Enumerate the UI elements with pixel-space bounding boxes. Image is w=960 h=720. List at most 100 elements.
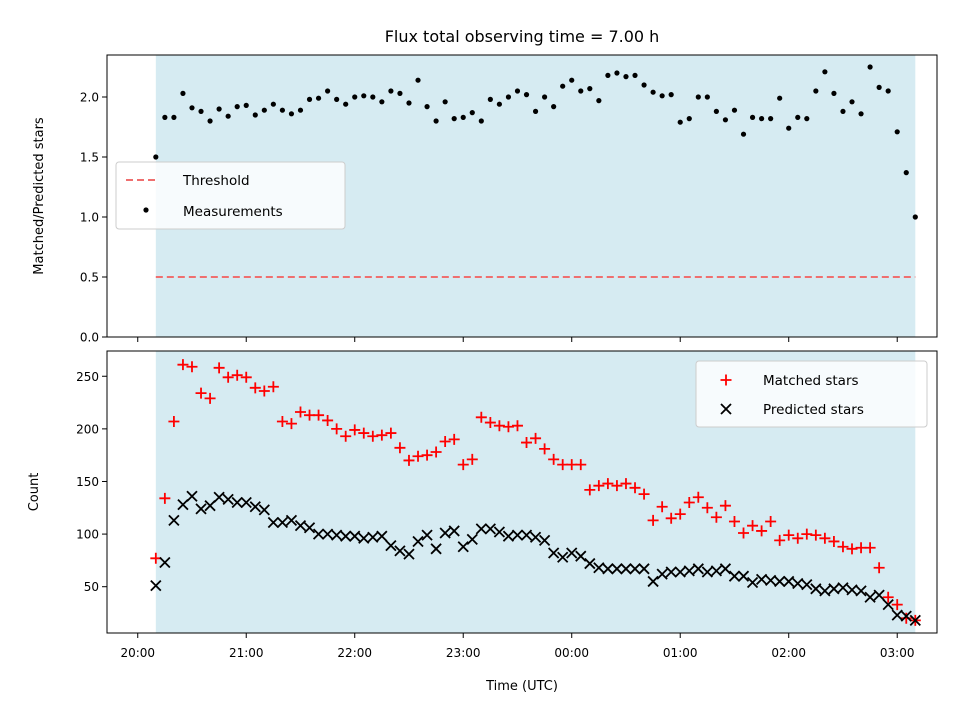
measurement-point xyxy=(424,104,430,110)
predicted-star-point xyxy=(909,614,921,627)
predicted-star-point xyxy=(692,563,704,575)
top-plot-frame xyxy=(106,54,938,338)
measurement-point xyxy=(478,118,484,124)
predicted-star-point xyxy=(168,514,180,527)
legend-x-marker xyxy=(720,403,732,415)
measurement-point xyxy=(894,129,900,135)
matched-star-point xyxy=(294,406,306,418)
predicted-star-point xyxy=(249,501,261,513)
predicted-star-point xyxy=(484,523,496,535)
matched-star-point xyxy=(484,417,496,429)
predicted-star-point xyxy=(177,498,189,511)
measurement-point xyxy=(722,117,729,123)
bottom-plot-frame xyxy=(106,350,938,634)
predicted-star-point xyxy=(195,503,207,515)
predicted-star-point xyxy=(792,577,804,590)
matched-star-point xyxy=(340,430,352,442)
measurement-point xyxy=(532,108,539,114)
predicted-star-point xyxy=(385,540,397,552)
matched-star-point xyxy=(756,525,768,537)
measurement-point xyxy=(768,116,774,122)
measurement-point xyxy=(162,114,168,120)
predicted-star-point xyxy=(331,529,343,541)
matched-star-point xyxy=(204,392,216,404)
measurement-point xyxy=(542,94,548,100)
measurement-point xyxy=(903,170,909,176)
bottom-legend: Matched stars Predicted stars xyxy=(695,360,928,428)
predicted-star-point xyxy=(538,534,551,547)
measurement-point xyxy=(433,118,439,124)
legend-matched-swatch xyxy=(720,374,732,386)
bottom-y-tick-label: 100 xyxy=(76,528,99,542)
matched-star-point xyxy=(249,382,261,394)
legend-predicted-label: Predicted stars xyxy=(763,402,864,418)
matched-star-point xyxy=(168,416,180,427)
measurements-series xyxy=(153,64,918,220)
legend-threshold-label: Threshold xyxy=(182,173,250,189)
matched-star-point xyxy=(602,478,614,490)
predicted-star-point xyxy=(683,565,695,577)
matched-star-point xyxy=(873,562,885,574)
matched-star-point xyxy=(240,371,252,383)
measurement-point xyxy=(288,111,295,117)
matched-star-point xyxy=(638,488,650,500)
predicted-star-point xyxy=(737,570,750,582)
measurement-point xyxy=(487,96,493,102)
measurement-point xyxy=(198,108,204,114)
matched-star-point xyxy=(647,514,659,526)
measurement-point xyxy=(858,111,864,117)
predicted-star-point xyxy=(231,496,243,509)
matched-star-point xyxy=(656,501,668,513)
matched-star-point xyxy=(620,478,632,490)
predicted-star-point xyxy=(584,557,596,570)
predicted-star-point xyxy=(602,563,614,575)
matched-star-point xyxy=(421,449,433,461)
predicted-star-point xyxy=(340,530,352,542)
predicted-star-point xyxy=(765,574,777,587)
matched-star-point xyxy=(267,381,279,393)
measurement-point xyxy=(180,90,186,96)
bottom-y-axis-label: Count xyxy=(27,473,42,512)
predicted-star-point xyxy=(258,504,270,516)
matched-star-point xyxy=(493,420,505,432)
bottom-y-tick-label: 200 xyxy=(76,422,99,436)
predicted-star-point xyxy=(403,548,415,560)
predicted-star-point xyxy=(837,582,849,594)
measurement-point xyxy=(749,114,756,120)
predicted-star-point xyxy=(159,556,171,569)
predicted-star-point xyxy=(448,525,460,537)
measurement-point xyxy=(469,110,475,116)
measurement-point xyxy=(334,96,340,102)
predicted-star-point xyxy=(611,563,623,575)
matched-star-point xyxy=(611,480,623,492)
measurement-point xyxy=(551,104,557,110)
top-legend: Threshold Measurements xyxy=(115,161,346,230)
measurement-point xyxy=(569,77,575,83)
matched-star-point xyxy=(403,454,415,466)
measurement-point xyxy=(279,107,286,113)
x-tick-label: 23:00 xyxy=(446,646,481,660)
measurement-point xyxy=(343,101,349,107)
measurement-point xyxy=(876,84,882,90)
top-y-tick-label: 0.5 xyxy=(80,271,99,285)
predicted-star-point xyxy=(222,493,234,506)
predicted-star-point xyxy=(412,535,424,548)
measurement-point xyxy=(632,72,638,78)
measurement-point xyxy=(813,88,819,94)
predicted-star-point xyxy=(312,528,325,540)
predicted-star-point xyxy=(466,533,478,545)
measurement-point xyxy=(388,88,394,94)
measurement-point xyxy=(270,101,276,107)
measurement-point xyxy=(306,96,313,102)
measurement-point xyxy=(243,102,249,108)
predicted-star-point xyxy=(656,568,668,580)
predicted-star-point xyxy=(529,531,542,543)
matched-star-point xyxy=(629,482,641,494)
measurement-point xyxy=(415,77,421,83)
predicted-star-point xyxy=(358,532,370,544)
predicted-star-point xyxy=(801,578,813,591)
predicted-star-point xyxy=(186,490,198,502)
measurement-point xyxy=(560,83,566,89)
measurement-point xyxy=(695,94,701,100)
measurement-point xyxy=(740,131,747,137)
